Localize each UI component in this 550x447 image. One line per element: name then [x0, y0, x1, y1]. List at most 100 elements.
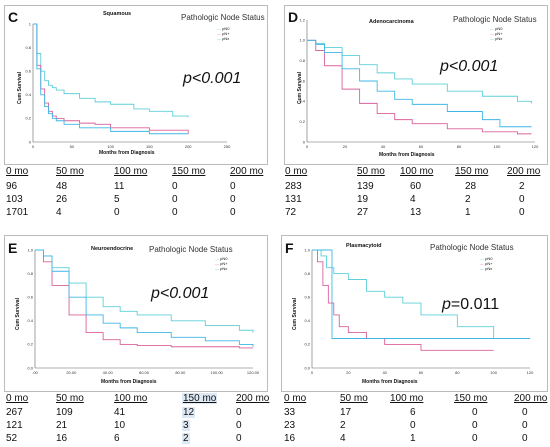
axis-lines: [32, 24, 227, 143]
x-tick-label: 0: [32, 144, 35, 149]
y-tick-label: 0.2: [27, 342, 33, 347]
y-tick-label: 0.6: [25, 69, 31, 74]
legend-item: — pNx: [480, 266, 493, 271]
header-cell: 200 mo: [507, 166, 541, 177]
survival-curve-pnx: [35, 249, 254, 347]
y-tick-label: 0.8: [299, 58, 305, 63]
legend-item: — pNx: [490, 36, 503, 41]
axis-lines: [306, 20, 535, 143]
chart-title-f: Plasmacytoid: [346, 243, 382, 249]
legend-item: — pN+: [490, 31, 503, 36]
y-tick-label: 0.2: [299, 119, 305, 124]
legend-item: — pN0: [480, 256, 493, 261]
survival-curve-pnplus: [312, 249, 494, 351]
legend-e: — pN0 — pN+ — pNx: [215, 256, 228, 271]
header-cell: 100 mo: [390, 393, 424, 404]
y-tick-label: 0.6: [304, 295, 310, 300]
header-cell: 0 mo: [6, 393, 29, 404]
y-tick-label: 0.8: [304, 271, 310, 276]
legend-f: — pN0 — pN+ — pNx: [480, 256, 493, 271]
x-tick-label: 40: [382, 370, 387, 375]
header-cell: 100 mo: [114, 166, 148, 177]
header-cell: 200 mo: [230, 166, 264, 177]
y-tick-label: 1.0: [299, 38, 305, 43]
y-tick-label: 0.4: [27, 318, 33, 323]
y-tick-label: 0: [303, 139, 306, 144]
header-cell: 50 mo: [340, 393, 368, 404]
x-tick-label: 250: [224, 144, 231, 149]
header-cell: 0 mo: [6, 166, 29, 177]
survival-curve-pnx: [312, 249, 530, 339]
x-tick-label: 120: [532, 144, 539, 149]
y-tick-label: 0.0: [27, 365, 33, 370]
axis-lines: [311, 250, 530, 369]
y-axis-label-c: Cum Survival: [17, 72, 23, 104]
survival-curve-pnx: [307, 39, 532, 128]
legend-item: — pN0: [215, 256, 228, 261]
header-cell: 100 mo: [400, 166, 434, 177]
legend-item: — pNx: [215, 266, 228, 271]
plot-f: 0 20 40 60 80 100 120 0.0 0.2 0.4 0.6 0.8 1.0 F Plas…: [281, 235, 548, 392]
x-tick-label: 40.00: [103, 370, 114, 375]
x-tick-label: 0: [306, 144, 309, 149]
x-tick-label: 150: [146, 144, 153, 149]
legend-item: — pN0: [490, 26, 503, 31]
km-chart-d: 0 20 40 60 80 100 120 0 0.2 0.4 0.6 0.8 1.0 1.2: [299, 17, 539, 149]
x-tick-label: 40: [381, 144, 386, 149]
p-value-e: p<0.001: [151, 285, 210, 302]
x-tick-label: 200: [185, 144, 192, 149]
legend-title-c: Pathologic Node Status: [181, 13, 265, 22]
legend-title-f: Pathologic Node Status: [430, 243, 514, 252]
header-cell: 200 mo: [236, 393, 270, 404]
x-tick-label: 60.00: [139, 370, 150, 375]
y-tick-label: 1.2: [299, 17, 305, 22]
x-tick-label: 20.00: [66, 370, 77, 375]
x-tick-label: 60: [419, 144, 424, 149]
header-cell: 200 mo: [514, 393, 548, 404]
header-cell: 0 mo: [284, 393, 307, 404]
legend-title-d: Pathologic Node Status: [453, 15, 537, 24]
x-tick-label: 60: [419, 370, 424, 375]
panel-letter-e: E: [8, 240, 18, 256]
plot-e: .00 20.00 40.00 60.00 80.00 100.00 120.00 0.0 0.…: [4, 235, 268, 392]
y-tick-label: 0.8: [27, 271, 33, 276]
x-tick-label: 20: [343, 144, 348, 149]
x-tick-label: 80: [457, 144, 462, 149]
panel-letter-c: C: [8, 9, 19, 25]
plot-c: 0 50 100 150 200 250 0 0.2 0.4 0.6 0.8 1 C Squamous…: [4, 5, 268, 165]
header-cell: 150 mo: [455, 166, 489, 177]
y-tick-label: 1: [29, 21, 32, 26]
y-tick-label: 0.2: [304, 342, 310, 347]
x-tick-label: 0: [311, 370, 314, 375]
x-tick-label: 80: [455, 370, 460, 375]
legend-title-e: Pathologic Node Status: [149, 245, 233, 254]
km-chart-e: .00 20.00 40.00 60.00 80.00 100.00 120.00 0.0 0.…: [27, 247, 260, 375]
x-tick-label: 120: [527, 370, 534, 375]
y-tick-label: 0.2: [25, 116, 31, 121]
header-cell: 150 mo: [172, 166, 206, 177]
km-chart-c: 0 50 100 150 200 250 0 0.2 0.4 0.6 0.8 1: [25, 21, 231, 149]
legend-item: — pN+: [480, 261, 493, 266]
y-tick-label: 0.6: [299, 78, 305, 83]
p-value-f: p=0.011: [442, 296, 499, 314]
y-tick-label: 1.0: [27, 247, 33, 252]
x-tick-label: 100: [494, 144, 501, 149]
legend-item: — pN0: [217, 26, 230, 31]
header-cell: 100 mo: [114, 393, 148, 404]
survival-curve-pnplus: [33, 23, 189, 134]
survival-curve-pnplus: [307, 39, 532, 135]
y-tick-label: 0.0: [304, 365, 310, 370]
axis-lines: [34, 250, 253, 369]
legend-item: — pN+: [215, 261, 228, 266]
survival-curve-pn0: [312, 249, 530, 339]
panel-letter-f: F: [285, 240, 294, 256]
legend-c: — pN0 — pN+ — pNx: [217, 26, 230, 41]
x-axis-label-f: Months from Diagnosis: [362, 379, 418, 385]
plot-d: 0 20 40 60 80 100 120 0 0.2 0.4 0.6 0.8 1.0 1.2 D Ade…: [284, 5, 548, 165]
km-chart-f: 0 20 40 60 80 100 120 0.0 0.2 0.4 0.6 0.8 1.0: [304, 247, 534, 375]
x-tick-label: 80.00: [175, 370, 186, 375]
x-axis-label-d: Months from Diagnosis: [379, 152, 435, 158]
x-tick-label: 100.00: [211, 370, 224, 375]
y-tick-label: 0.4: [25, 92, 31, 97]
x-tick-label: 120.00: [247, 370, 260, 375]
